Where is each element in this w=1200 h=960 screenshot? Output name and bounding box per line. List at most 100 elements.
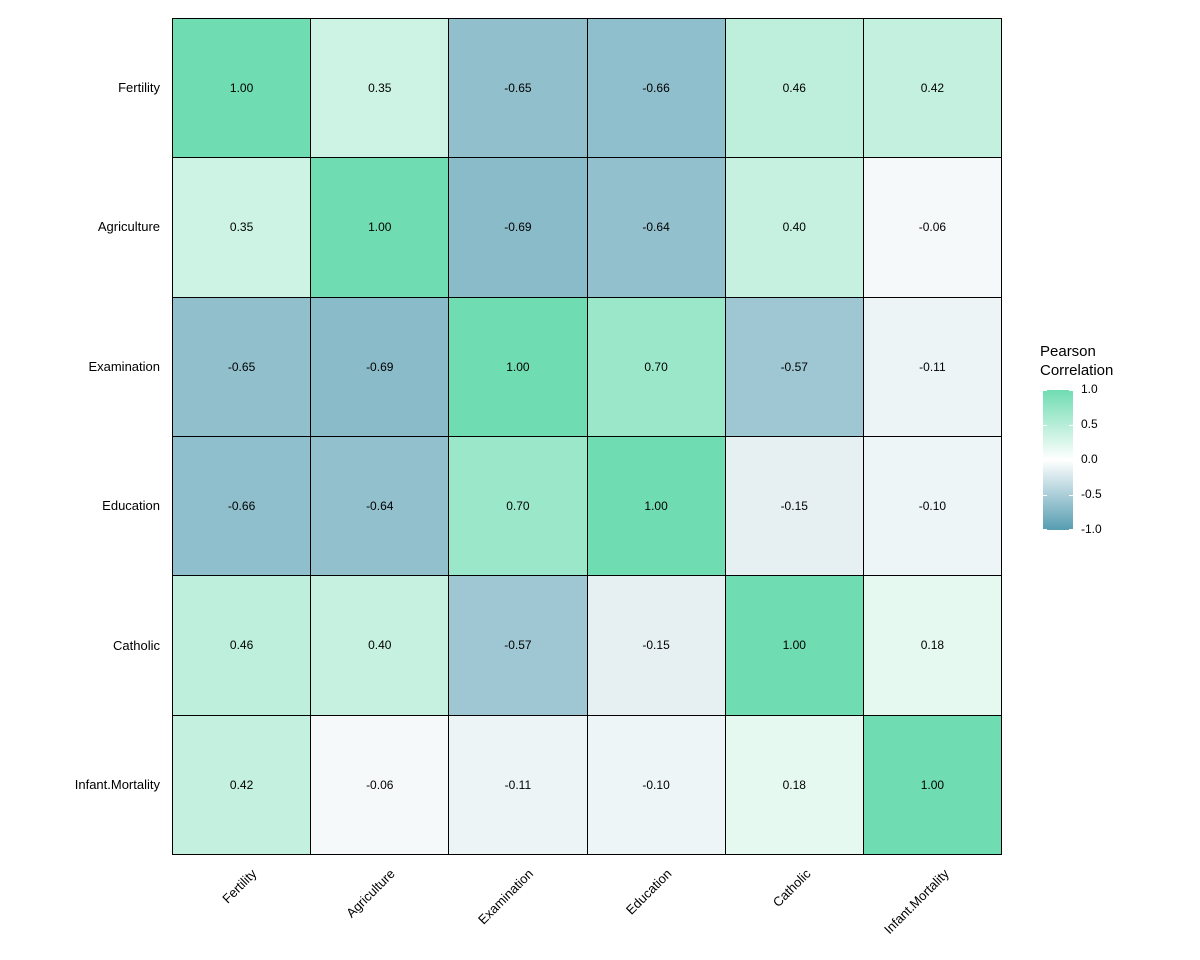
cell-value: 1.00 (229, 81, 254, 96)
heatmap-cell: 0.70 (587, 297, 725, 436)
heatmap-cell: 0.35 (173, 158, 311, 297)
cell-value: 0.42 (920, 81, 945, 96)
y-axis-label: Education (102, 498, 160, 514)
heatmap-cell: 0.18 (725, 715, 863, 854)
legend-tick-label: -0.5 (1081, 487, 1102, 501)
heatmap-cell: 0.35 (311, 19, 449, 158)
cell-value: 0.70 (644, 359, 668, 374)
heatmap-cell: -0.15 (725, 436, 863, 576)
cell-value: 1.00 (506, 359, 530, 374)
cell-value: -0.64 (366, 499, 394, 514)
x-axis-label: Education (623, 866, 675, 918)
y-axis-label: Infant.Mortality (74, 777, 160, 793)
legend-tick-label: 0.0 (1081, 452, 1098, 466)
colorbar-tick-mark (1043, 529, 1047, 530)
colorbar-tick-mark (1043, 495, 1047, 496)
cell-value: -0.57 (780, 359, 808, 374)
colorbar-tick-mark (1069, 460, 1073, 461)
heatmap-cell: -0.11 (863, 297, 1001, 436)
cell-value: 1.00 (368, 220, 392, 235)
y-axis-label: Examination (88, 358, 160, 374)
cell-value: 0.70 (506, 499, 530, 514)
heatmap-cell: 1.00 (863, 715, 1001, 854)
heatmap-cell: -0.64 (587, 158, 725, 297)
cell-value: -0.69 (366, 359, 394, 374)
colorbar-tick-mark (1043, 425, 1047, 426)
colorbar-tick-mark (1043, 390, 1047, 391)
colorbar-tick-mark (1069, 495, 1073, 496)
cell-value: 0.40 (368, 638, 392, 653)
cell-value: -0.15 (642, 638, 670, 653)
cell-value: -0.69 (504, 220, 532, 235)
cell-value: -0.06 (366, 777, 394, 792)
heatmap-cell: 1.00 (449, 297, 587, 436)
heatmap-cell: 0.42 (863, 19, 1001, 158)
legend-title-line-1: Pearson (1040, 343, 1096, 360)
cell-value: 0.40 (782, 220, 806, 235)
heatmap-cell: -0.66 (587, 19, 725, 158)
heatmap-cell: 0.18 (863, 576, 1001, 715)
legend-tick-label: 1.0 (1081, 382, 1098, 396)
heatmap-cell: -0.66 (173, 436, 311, 576)
cell-value: 0.35 (368, 81, 392, 96)
cell-value: -0.06 (918, 220, 947, 235)
cell-value: 1.00 (782, 638, 806, 653)
cell-value: 0.18 (920, 638, 945, 653)
y-axis-label: Agriculture (97, 219, 160, 235)
legend-tick-label: -1.0 (1081, 522, 1102, 536)
cell-value: -0.66 (642, 81, 670, 96)
legend-tick-label: 0.5 (1081, 417, 1098, 431)
cell-value: -0.65 (504, 81, 532, 96)
heatmap-cell: -0.69 (311, 297, 449, 436)
x-axis-label: Catholic (769, 866, 814, 910)
colorbar-tick-mark (1069, 529, 1073, 530)
y-axis-labels: Fertility Agriculture Examination Education… (0, 18, 160, 855)
heatmap-cell: 0.40 (311, 576, 449, 715)
heatmap-cell: -0.15 (587, 576, 725, 715)
heatmap-cell: 1.00 (725, 576, 863, 715)
heatmap-cell: 1.00 (311, 158, 449, 297)
cell-value: -0.11 (504, 777, 532, 792)
cell-value: -0.66 (227, 499, 256, 514)
heatmap-panel: 1.00 0.35 -0.65 -0.66 0.46 0.42 0.35 1.00 -0.69 -… (172, 18, 1002, 855)
cell-value: -0.10 (918, 499, 947, 514)
heatmap-cell: 1.00 (173, 19, 311, 158)
colorbar-tick-mark (1069, 390, 1073, 391)
x-axis-label: Fertility (219, 866, 260, 907)
heatmap-cell: -0.65 (449, 19, 587, 158)
y-axis-label: Catholic (113, 637, 160, 653)
cell-value: -0.11 (919, 359, 946, 374)
legend-colorbar (1043, 390, 1073, 530)
colorbar-tick-mark (1069, 425, 1073, 426)
x-axis-label: Infant.Mortality (880, 866, 952, 937)
y-axis-label: Fertility (118, 79, 160, 95)
cell-value: 0.42 (229, 777, 254, 792)
heatmap-cell: 0.70 (449, 436, 587, 576)
heatmap-cell: -0.10 (863, 436, 1001, 576)
cell-value: -0.65 (227, 359, 256, 374)
heatmap-cell: -0.06 (863, 158, 1001, 297)
cell-value: -0.64 (642, 220, 670, 235)
cell-value: -0.15 (780, 499, 808, 514)
heatmap-cell: -0.10 (587, 715, 725, 854)
legend: Pearson Correlation 1.0 0.5 0.0 -0.5 -1.0 (1040, 342, 1200, 562)
heatmap-cell: -0.57 (449, 576, 587, 715)
heatmap-cell: 0.46 (725, 19, 863, 158)
cell-value: 0.46 (782, 81, 806, 96)
heatmap-cell: 0.46 (173, 576, 311, 715)
heatmap-cell: 0.40 (725, 158, 863, 297)
heatmap-cell: 1.00 (587, 436, 725, 576)
legend-title: Pearson Correlation (1040, 342, 1200, 380)
heatmap-cell: -0.65 (173, 297, 311, 436)
x-axis-label: Agriculture (343, 866, 399, 921)
cell-value: 1.00 (644, 499, 668, 514)
cell-value: 0.35 (229, 220, 254, 235)
x-axis-label: Examination (475, 866, 537, 928)
heatmap-cell: -0.64 (311, 436, 449, 576)
legend-title-line-2: Correlation (1040, 362, 1114, 379)
colorbar-tick-mark (1043, 460, 1047, 461)
cell-value: 1.00 (920, 777, 945, 792)
cell-value: 0.18 (782, 777, 806, 792)
heatmap-cell: -0.69 (449, 158, 587, 297)
